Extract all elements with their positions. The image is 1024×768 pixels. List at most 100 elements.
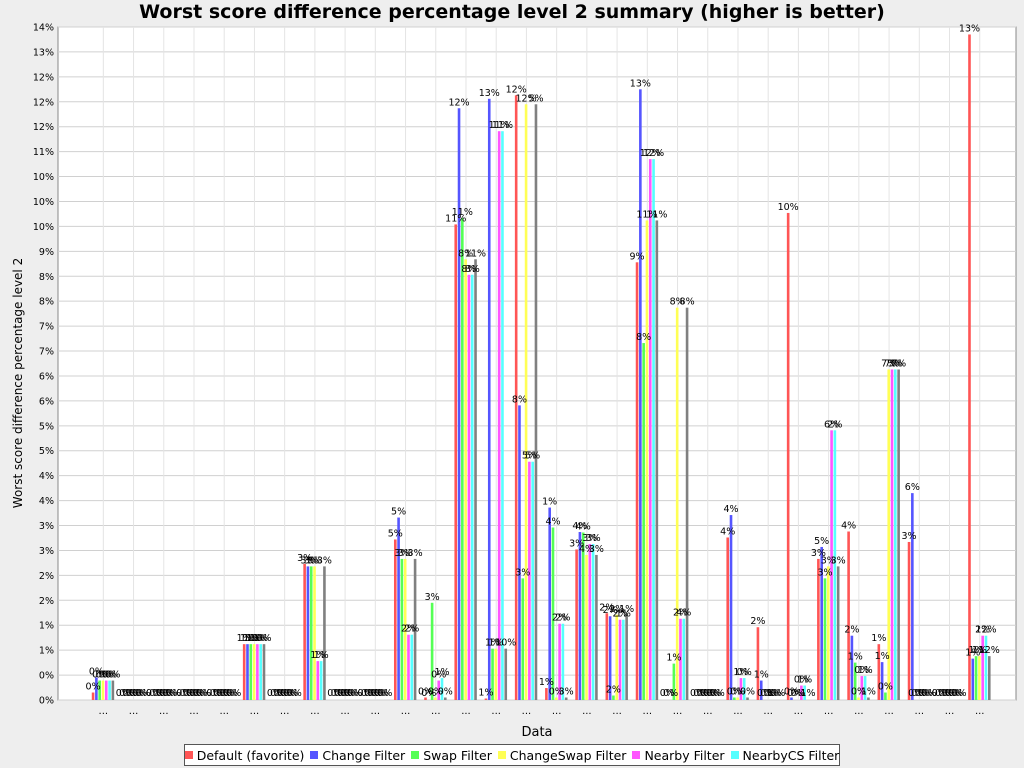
bar [454, 224, 458, 700]
bar [575, 549, 578, 700]
data-label: 0% [287, 688, 302, 699]
data-label: 0% [193, 688, 208, 699]
bar [894, 369, 897, 700]
bar [101, 680, 105, 700]
data-label: 0% [932, 688, 947, 699]
bar [407, 634, 410, 700]
x-tick-label: ... [189, 706, 199, 717]
data-label: 0% [915, 688, 930, 699]
data-label: 3% [515, 567, 530, 578]
bar [830, 430, 833, 700]
data-label: 3% [307, 555, 322, 566]
bar [733, 697, 736, 700]
data-label: 0% [371, 688, 386, 699]
data-label: 9% [630, 251, 645, 262]
data-label: 6% [824, 419, 839, 430]
y-tick-label: 7% [39, 322, 54, 333]
bar [823, 578, 827, 700]
y-tick-label: 6% [39, 396, 54, 407]
data-label: 3% [317, 555, 332, 566]
bar [558, 623, 561, 700]
bar [259, 644, 262, 700]
data-label: 1% [858, 665, 873, 676]
data-label-layer: 0%0%0%0%0%0%0%0%0%0%0%0%0%0%0%0%0%0%0%0%… [86, 23, 1000, 699]
bar [890, 369, 894, 700]
bar [833, 430, 837, 700]
data-label: 0% [737, 667, 752, 678]
bar [303, 563, 306, 700]
data-label: 2% [401, 624, 416, 635]
bar [612, 695, 615, 700]
bar [464, 259, 467, 700]
data-label: 0% [794, 675, 809, 686]
bar [242, 644, 246, 700]
data-label: 13% [959, 23, 980, 34]
data-label: 0% [126, 688, 141, 699]
data-label: 0% [180, 688, 195, 699]
data-label: 11% [452, 207, 473, 218]
data-label: 0% [86, 682, 101, 693]
data-label: 0% [129, 688, 144, 699]
data-label: 0% [334, 688, 349, 699]
data-label: 0% [921, 688, 936, 699]
data-label: 4% [720, 526, 735, 537]
data-label: 0% [942, 688, 957, 699]
data-label: 0% [878, 682, 893, 693]
bar [410, 634, 414, 700]
data-label: 12% [506, 84, 527, 95]
data-label: 8% [680, 297, 695, 308]
bar [736, 697, 739, 700]
legend-swatch-nearby-filter [632, 751, 641, 759]
data-label: 0% [89, 667, 104, 678]
bar [487, 98, 491, 700]
data-label: 12% [979, 645, 1000, 656]
bar [524, 104, 528, 700]
data-label: 2% [555, 613, 570, 624]
bar [857, 697, 860, 700]
data-label: 1% [237, 633, 252, 644]
bar [817, 558, 820, 700]
bar [501, 131, 504, 700]
data-label: 0% [156, 688, 171, 699]
data-label: 3% [408, 548, 423, 559]
bar [803, 685, 806, 700]
bar [444, 697, 447, 700]
data-label: 2% [827, 419, 842, 430]
data-label: 0% [277, 688, 292, 699]
legend-item-default: Default (favorite) [184, 748, 304, 763]
data-label: 0% [787, 688, 802, 699]
data-label: 0% [697, 688, 712, 699]
bar [494, 648, 498, 700]
bar [413, 558, 417, 700]
bar [826, 566, 830, 700]
data-label: 0% [186, 688, 201, 699]
bar [461, 217, 464, 700]
data-label: 0% [918, 688, 933, 699]
y-tick-label: 0% [39, 696, 54, 707]
bar [430, 602, 434, 700]
data-label: 0% [854, 665, 869, 676]
data-label: 5% [525, 451, 540, 462]
data-label: 0% [549, 687, 564, 698]
data-label: 0% [948, 688, 963, 699]
bar [497, 131, 501, 700]
data-label: 11% [646, 209, 667, 220]
data-label: 0% [95, 670, 110, 681]
data-label: 1% [247, 633, 262, 644]
data-label: 0% [361, 688, 376, 699]
bar [397, 517, 400, 700]
bar [987, 656, 991, 700]
x-tick-label: ... [522, 706, 532, 717]
x-tick-label: ... [129, 706, 139, 717]
y-tick-label: 2% [39, 596, 54, 607]
data-label: 3% [304, 555, 319, 566]
data-label: 0% [196, 688, 211, 699]
y-tick-label: 12% [33, 97, 54, 108]
y-tick-label: 10% [33, 222, 54, 233]
data-label: 0% [119, 688, 134, 699]
data-label: 4% [545, 517, 560, 528]
bar [528, 461, 531, 700]
x-tick-label: ... [884, 706, 894, 717]
x-tick-label: ... [280, 706, 290, 717]
data-label: 8% [458, 248, 473, 259]
